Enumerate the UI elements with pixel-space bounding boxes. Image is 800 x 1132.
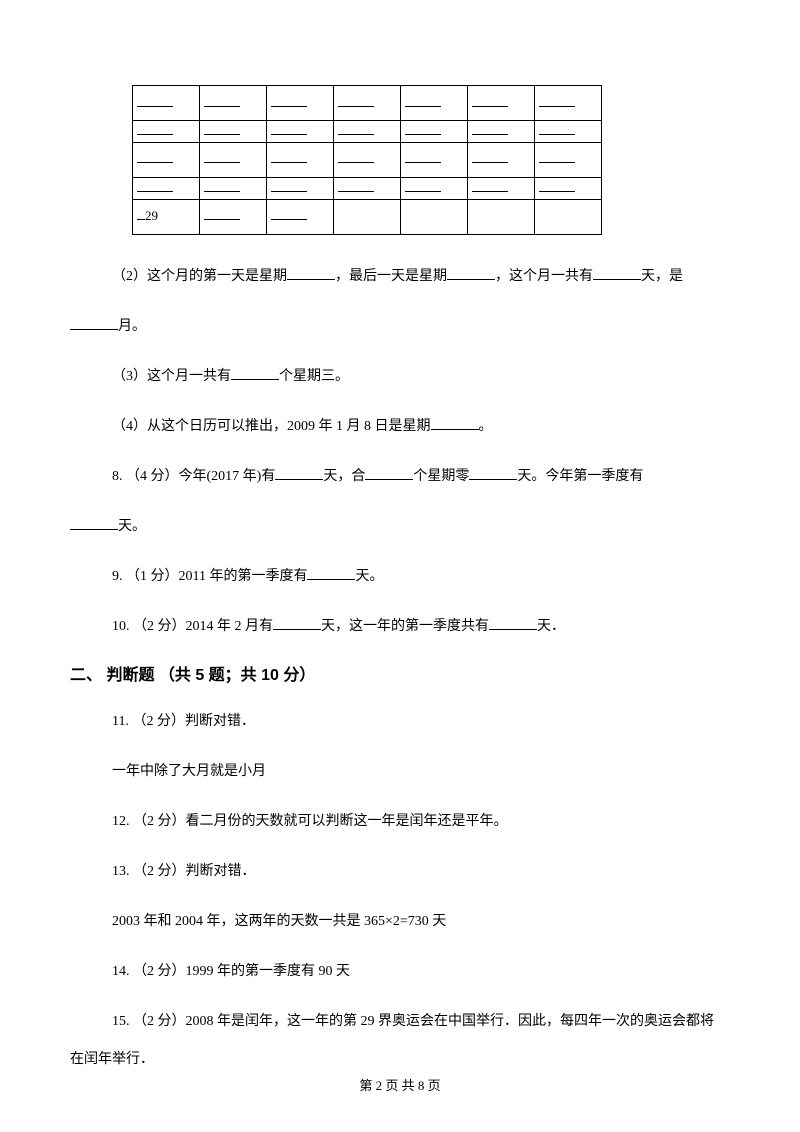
page-footer: 第 2 页 共 8 页: [0, 1076, 800, 1097]
question-11-line1: 11. （2 分）判断对错．: [70, 708, 730, 736]
blank-field[interactable]: [431, 418, 479, 430]
question-15-line2: 在闰年举行．: [70, 1046, 730, 1074]
blank-field[interactable]: [275, 468, 323, 480]
q4-text-a: （4）从这个日历可以推出，2009 年 1 月 8 日是星期: [112, 419, 431, 434]
q2-text-d: 天，是: [641, 269, 683, 284]
blank-field[interactable]: [287, 268, 335, 280]
question-3: （3）这个月一共有 个星期三。: [70, 363, 730, 391]
question-11-line2: 一年中除了大月就是小月: [70, 758, 730, 786]
blank-field[interactable]: [273, 618, 321, 630]
question-2: （2）这个月的第一天是星期 ，最后一天是星期 ，这个月一共有 天，是: [70, 263, 730, 291]
q10-text-c: 天．: [537, 619, 565, 634]
question-13-line2: 2003 年和 2004 年，这两年的天数一共是 365×2=730 天: [70, 908, 730, 936]
question-10: 10. （2 分）2014 年 2 月有 天，这一年的第一季度共有 天．: [70, 613, 730, 641]
q3-text-b: 个星期三。: [279, 369, 349, 384]
blank-field[interactable]: [231, 368, 279, 380]
question-15-line1: 15. （2 分）2008 年是闰年，这一年的第 29 界奥运会在中国举行．因此…: [70, 1008, 730, 1036]
question-12: 12. （2 分）看二月份的天数就可以判断这一年是闰年还是平年。: [70, 808, 730, 836]
blank-field[interactable]: [365, 468, 413, 480]
question-8: 8. （4 分）今年(2017 年)有 天，合 个星期零 天。今年第一季度有: [70, 463, 730, 491]
q10-text-b: 天，这一年的第一季度共有: [321, 619, 489, 634]
blank-field[interactable]: [469, 468, 517, 480]
q9-text-b: 天。: [355, 569, 383, 584]
q2-text-e: 月。: [118, 319, 146, 334]
q8-text-c: 个星期零: [413, 469, 469, 484]
question-9: 9. （1 分）2011 年的第一季度有 天。: [70, 563, 730, 591]
blank-field[interactable]: [70, 318, 118, 330]
q9-text-a: 9. （1 分）2011 年的第一季度有: [112, 569, 307, 584]
q2-text-b: ，最后一天是星期: [335, 269, 447, 284]
calendar-cell-29: 29: [145, 208, 158, 223]
blank-field[interactable]: [447, 268, 495, 280]
q8-text-e: 天。: [118, 519, 146, 534]
question-4: （4）从这个日历可以推出，2009 年 1 月 8 日是星期 。: [70, 413, 730, 441]
q8-text-b: 天，合: [323, 469, 365, 484]
question-14: 14. （2 分）1999 年的第一季度有 90 天: [70, 958, 730, 986]
blank-field[interactable]: [489, 618, 537, 630]
question-8-cont: 天。: [70, 513, 730, 541]
q4-text-b: 。: [479, 419, 493, 434]
q3-text-a: （3）这个月一共有: [112, 369, 231, 384]
blank-field[interactable]: [593, 268, 641, 280]
q2-text-c: ，这个月一共有: [495, 269, 593, 284]
question-13-line1: 13. （2 分）判断对错．: [70, 858, 730, 886]
section-2-title: 二、 判断题 （共 5 题；共 10 分）: [70, 663, 730, 689]
q10-text-a: 10. （2 分）2014 年 2 月有: [112, 619, 273, 634]
question-2-cont: 月。: [70, 313, 730, 341]
q8-text-a: 8. （4 分）今年(2017 年)有: [112, 469, 275, 484]
blank-field[interactable]: [307, 568, 355, 580]
q8-text-d: 天。今年第一季度有: [517, 469, 643, 484]
q2-text-a: （2）这个月的第一天是星期: [112, 269, 287, 284]
calendar-table: 29: [132, 85, 602, 235]
blank-field[interactable]: [70, 518, 118, 530]
